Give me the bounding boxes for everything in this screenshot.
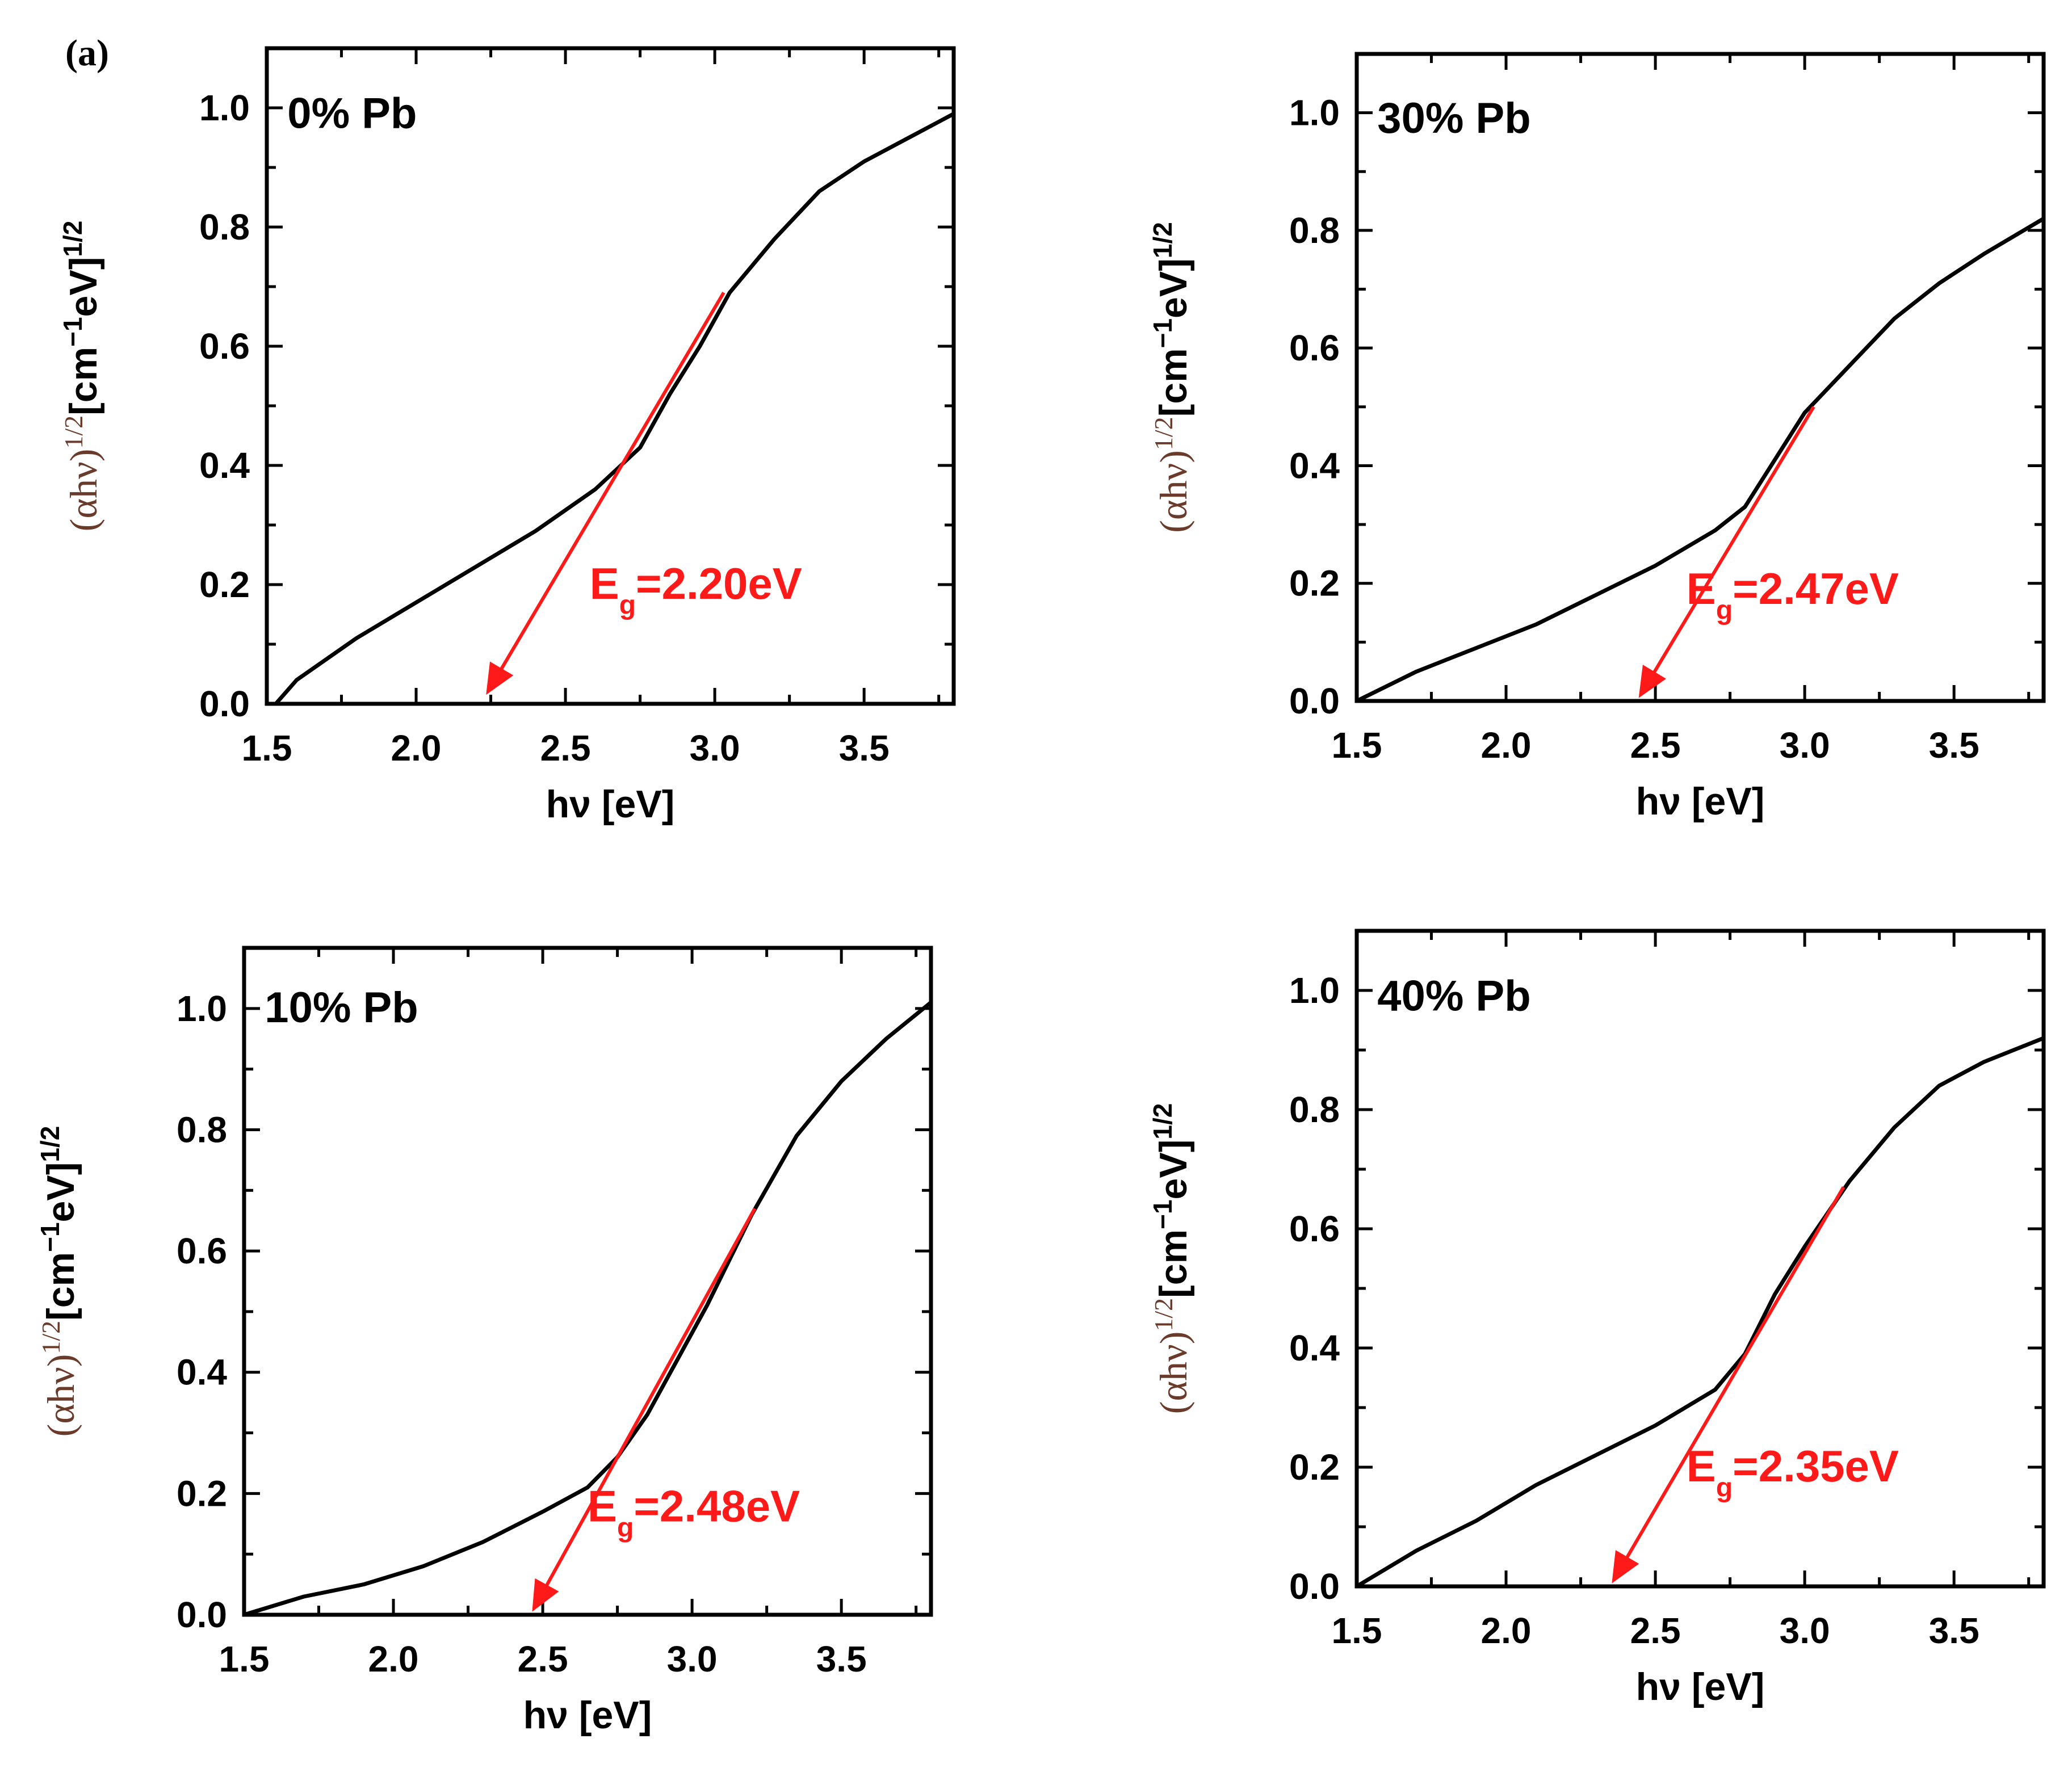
- data-curve: [1356, 217, 2045, 703]
- y-tick-label: 0.4: [1289, 445, 1340, 486]
- series-title: 30% Pb: [1377, 94, 1530, 142]
- y-tick-label: 0.8: [1289, 210, 1340, 251]
- x-tick-label: 2.0: [1481, 1610, 1532, 1651]
- fit-arrow: [1612, 1186, 1845, 1584]
- x-axis-label: hν [eV]: [1636, 1665, 1765, 1708]
- chart-panel-1: 1.5 2.0 2.5 3.0 3.5 0.0 0.2 0.4 0.6 0.8 1.0 hν [eV]…: [58, 46, 956, 826]
- x-axis-label: hν [eV]: [546, 783, 675, 826]
- y-axis-label: (αhν)1/2[cm−1eV]1/2: [1148, 1103, 1195, 1414]
- band-gap-label: Eg=2.48eV: [588, 1481, 800, 1543]
- x-tick-label: 3.5: [1929, 1610, 1979, 1651]
- y-tick-label: 0.2: [177, 1473, 227, 1514]
- x-tick-label: 2.5: [518, 1639, 568, 1679]
- band-gap-label: Eg=2.20eV: [590, 558, 802, 620]
- x-tick-label: 3.0: [1780, 725, 1830, 766]
- x-tick-label: 1.5: [1332, 1610, 1382, 1651]
- y-tick-label: 0.6: [1289, 1208, 1340, 1249]
- y-tick-label: 0.6: [1289, 327, 1340, 368]
- y-tick-label: 0.2: [1289, 1447, 1340, 1488]
- y-axis-label: (αhν)1/2[cm−1eV]1/2: [1148, 222, 1195, 533]
- y-tick-label: 0.4: [177, 1352, 227, 1393]
- x-tick-label: 3.5: [816, 1639, 867, 1679]
- y-tick-label: 0.6: [177, 1231, 227, 1271]
- series-title: 40% Pb: [1377, 972, 1530, 1021]
- data-curve: [1356, 1036, 2045, 1589]
- y-tick-label: 0.8: [1289, 1089, 1340, 1130]
- y-tick-label: 0.2: [199, 564, 250, 605]
- x-tick-label: 2.5: [1630, 725, 1681, 766]
- y-tick-label: 0.0: [1289, 1566, 1340, 1607]
- plot-frame: [1354, 52, 2046, 703]
- panel-label: (a): [65, 32, 109, 74]
- y-tick-label: 0.4: [1289, 1328, 1340, 1368]
- x-tick-label: 3.5: [839, 728, 890, 768]
- y-axis-label: (αhν)1/2[cm−1eV]1/2: [35, 1126, 82, 1437]
- x-tick-label: 3.5: [1929, 725, 1979, 766]
- plot-frame: [265, 46, 956, 706]
- y-tick-label: 1.0: [199, 87, 250, 128]
- chart-panel-2: 1.5 2.0 2.5 3.0 3.5 0.0 0.2 0.4 0.6 0.8 1.0 hν [eV]…: [1148, 52, 2046, 823]
- y-tick-label: 1.0: [1289, 93, 1340, 133]
- band-gap-label: Eg=2.47eV: [1687, 564, 1899, 625]
- series-title: 0% Pb: [287, 90, 417, 138]
- x-tick-label: 1.5: [219, 1639, 270, 1679]
- charts-container: 1.5 2.0 2.5 3.0 3.5 0.0 0.2 0.4 0.6 0.8 1.0 hν [eV]…: [35, 46, 2046, 1737]
- fit-arrow: [1638, 406, 1815, 698]
- x-tick-label: 3.0: [1780, 1610, 1830, 1651]
- x-tick-label: 2.5: [540, 728, 591, 768]
- x-axis-label: hν [eV]: [1636, 780, 1765, 823]
- y-axis-label: (αhν)1/2[cm−1eV]1/2: [58, 221, 105, 532]
- y-tick-label: 1.0: [1289, 970, 1340, 1011]
- chart-panel-4: 1.5 2.0 2.5 3.0 3.5 0.0 0.2 0.4 0.6 0.8 1.0 hν [eV]…: [1148, 929, 2046, 1708]
- y-tick-label: 0.6: [199, 326, 250, 367]
- y-tick-label: 0.8: [199, 207, 250, 247]
- y-tick-label: 0.2: [1289, 563, 1340, 604]
- x-tick-label: 2.5: [1630, 1610, 1681, 1651]
- y-tick-label: 1.0: [177, 988, 227, 1029]
- y-tick-label: 0.0: [199, 683, 250, 724]
- x-axis-label: hν [eV]: [523, 1694, 652, 1737]
- x-tick-label: 2.0: [368, 1639, 419, 1679]
- x-tick-label: 1.5: [242, 728, 292, 768]
- x-tick-label: 3.0: [690, 728, 740, 768]
- y-tick-label: 0.4: [199, 445, 250, 486]
- chart-panel-3: 1.5 2.0 2.5 3.0 3.5 0.0 0.2 0.4 0.6 0.8 1.0 hν [eV]…: [35, 946, 933, 1737]
- fit-arrow: [486, 291, 725, 695]
- y-tick-label: 0.0: [1289, 681, 1340, 721]
- band-gap-label: Eg=2.35eV: [1687, 1441, 1899, 1503]
- x-tick-label: 1.5: [1332, 725, 1382, 766]
- data-curve: [243, 1001, 933, 1617]
- y-tick-label: 0.8: [177, 1109, 227, 1150]
- plot-frame: [242, 946, 933, 1617]
- x-tick-label: 3.0: [667, 1639, 718, 1679]
- y-tick-label: 0.0: [177, 1594, 227, 1635]
- x-tick-label: 2.0: [391, 728, 442, 768]
- plot-frame: [1354, 929, 2046, 1589]
- series-title: 10% Pb: [265, 984, 418, 1032]
- data-curve: [274, 112, 955, 705]
- x-tick-label: 2.0: [1481, 725, 1532, 766]
- fit-arrow: [532, 1207, 757, 1612]
